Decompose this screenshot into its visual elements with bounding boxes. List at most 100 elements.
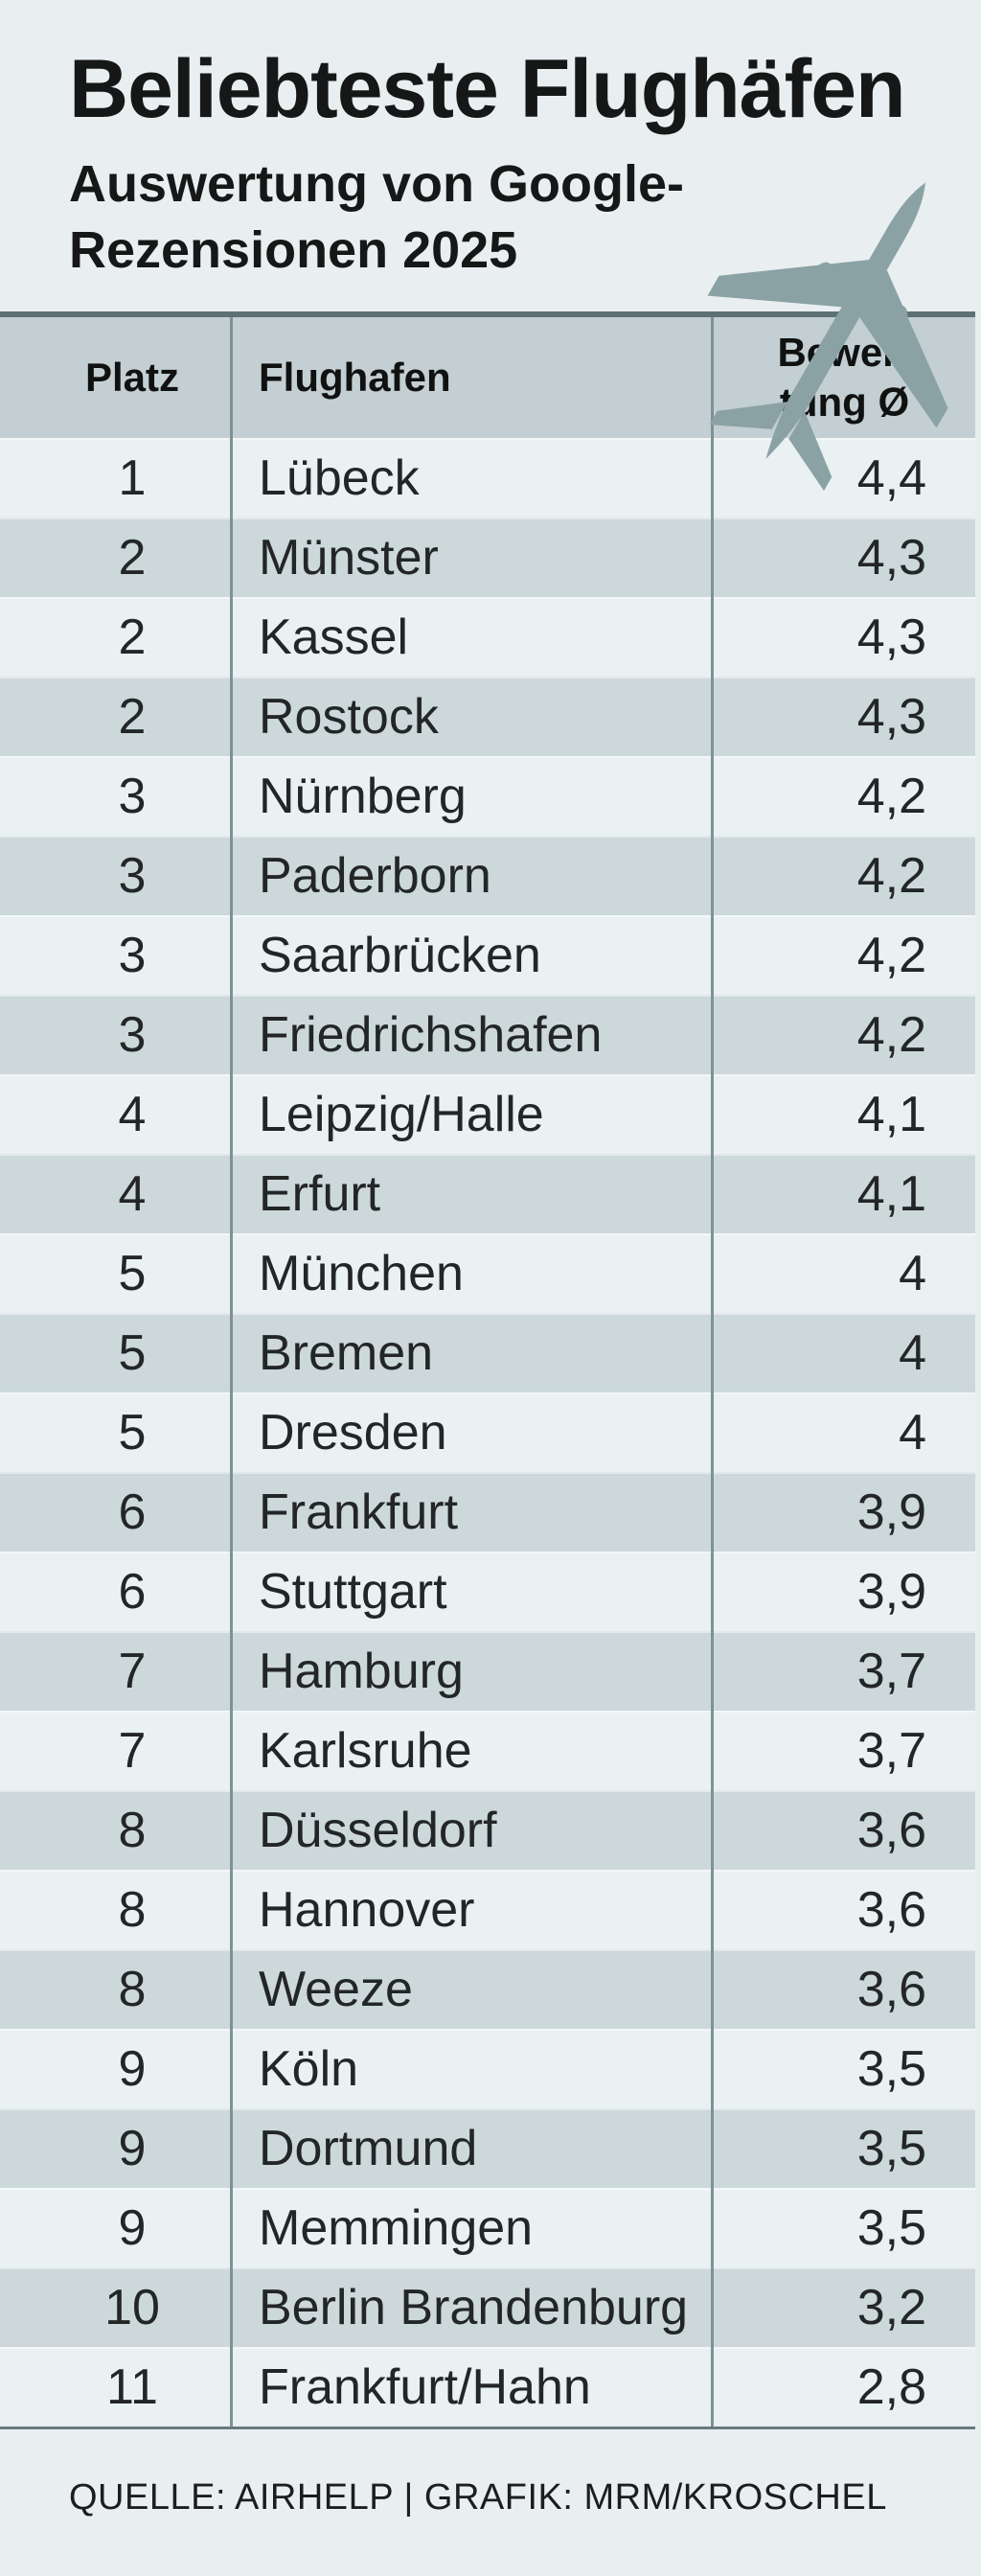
cell-platz: 6 (118, 1484, 147, 1540)
cell-flughafen: Weeze (230, 1949, 711, 2029)
table-row: 3 Paderborn 4,2 (0, 836, 975, 915)
cell-bewertung: 4,2 (711, 995, 975, 1074)
table-row: 8 Düsseldorf 3,6 (0, 1790, 975, 1870)
cell-platz: 2 (118, 529, 147, 586)
cell-platz: 1 (118, 449, 147, 506)
cell-bewertung: 3,7 (711, 1631, 975, 1711)
cell-flughafen: Frankfurt/Hahn (230, 2347, 711, 2426)
table-row: 10 Berlin Brandenburg 3,2 (0, 2267, 975, 2347)
cell-flughafen: Berlin Brandenburg (230, 2267, 711, 2347)
airplane-icon (640, 111, 981, 534)
cell-bewertung: 4,3 (711, 677, 975, 756)
cell-bewertung: 4,2 (711, 836, 975, 915)
cell-platz: 7 (118, 1722, 147, 1779)
cell-flughafen: Frankfurt (230, 1472, 711, 1552)
cell-platz: 8 (118, 1881, 147, 1938)
table-row: 3 Nürnberg 4,2 (0, 756, 975, 836)
table-row: 5 Bremen 4 (0, 1313, 975, 1392)
column-header-flughafen: Flughafen (230, 317, 711, 438)
table-row: 9 Dortmund 3,5 (0, 2108, 975, 2188)
cell-flughafen: Dortmund (230, 2108, 711, 2188)
cell-platz: 5 (118, 1324, 147, 1381)
table-row: 11 Frankfurt/Hahn 2,8 (0, 2347, 975, 2426)
cell-platz: 3 (118, 1006, 147, 1063)
subtitle-line-2: Rezensionen 2025 (69, 221, 518, 279)
table-row: 4 Leipzig/Halle 4,1 (0, 1074, 975, 1154)
cell-platz: 9 (118, 2040, 147, 2097)
table-row: 7 Karlsruhe 3,7 (0, 1711, 975, 1790)
cell-bewertung: 4 (711, 1313, 975, 1392)
cell-bewertung: 3,6 (711, 1790, 975, 1870)
cell-bewertung: 3,9 (711, 1472, 975, 1552)
cell-flughafen: Memmingen (230, 2188, 711, 2267)
cell-flughafen: Stuttgart (230, 1552, 711, 1631)
cell-platz: 2 (118, 688, 147, 745)
cell-platz: 5 (118, 1404, 147, 1460)
cell-flughafen: Düsseldorf (230, 1790, 711, 1870)
cell-bewertung: 3,5 (711, 2029, 975, 2108)
table-row: 9 Memmingen 3,5 (0, 2188, 975, 2267)
table-row: 5 Dresden 4 (0, 1392, 975, 1472)
airports-ranking-table: Platz Flughafen Bewer- tung Ø 1 Lübeck 4… (0, 317, 975, 2426)
page-subtitle: Auswertung von Google- Rezensionen 2025 (69, 151, 912, 284)
cell-flughafen: Erfurt (230, 1154, 711, 1233)
table-row: 2 Münster 4,3 (0, 518, 975, 597)
title-divider-rule (0, 311, 975, 317)
table-row: 6 Frankfurt 3,9 (0, 1472, 975, 1552)
table-body: 1 Lübeck 4,4 2 Münster 4,3 2 Kassel 4,3 … (0, 438, 975, 2426)
cell-flughafen: Saarbrücken (230, 915, 711, 995)
table-row: 9 Köln 3,5 (0, 2029, 975, 2108)
cell-flughafen: Leipzig/Halle (230, 1074, 711, 1154)
table-row: 7 Hamburg 3,7 (0, 1631, 975, 1711)
cell-platz: 11 (106, 2358, 158, 2415)
cell-bewertung: 4 (711, 1392, 975, 1472)
cell-bewertung: 3,5 (711, 2188, 975, 2267)
cell-bewertung: 4,3 (711, 518, 975, 597)
table-row: 4 Erfurt 4,1 (0, 1154, 975, 1233)
cell-flughafen: Rostock (230, 677, 711, 756)
table-row: 3 Saarbrücken 4,2 (0, 915, 975, 995)
table-row: 2 Rostock 4,3 (0, 677, 975, 756)
cell-flughafen: Nürnberg (230, 756, 711, 836)
cell-platz: 8 (118, 1961, 147, 2017)
cell-flughafen: Hamburg (230, 1631, 711, 1711)
cell-bewertung: 3,5 (711, 2108, 975, 2188)
cell-flughafen: Bremen (230, 1313, 711, 1392)
cell-platz: 6 (118, 1563, 147, 1620)
table-row: 2 Kassel 4,3 (0, 597, 975, 677)
cell-platz: 3 (118, 847, 147, 904)
cell-bewertung: 3,9 (711, 1552, 975, 1631)
cell-bewertung: 4,2 (711, 756, 975, 836)
cell-flughafen: Kassel (230, 597, 711, 677)
cell-flughafen: Paderborn (230, 836, 711, 915)
cell-bewertung: 3,2 (711, 2267, 975, 2347)
source-credit: QUELLE: AIRHELP | GRAFIK: MRM/KROSCHEL (69, 2477, 887, 2518)
cell-platz: 3 (118, 927, 147, 983)
cell-flughafen: Lübeck (230, 438, 711, 518)
cell-flughafen: Köln (230, 2029, 711, 2108)
masthead: Beliebteste Flughäfen Auswertung von Goo… (69, 48, 912, 284)
cell-platz: 4 (118, 1086, 147, 1142)
table-row: 8 Weeze 3,6 (0, 1949, 975, 2029)
cell-bewertung: 4,2 (711, 915, 975, 995)
cell-flughafen: Dresden (230, 1392, 711, 1472)
cell-bewertung: 4,3 (711, 597, 975, 677)
cell-bewertung: 4 (711, 1233, 975, 1313)
cell-platz: 10 (104, 2279, 160, 2335)
cell-bewertung: 4,1 (711, 1154, 975, 1233)
cell-flughafen: Karlsruhe (230, 1711, 711, 1790)
cell-platz: 3 (118, 768, 147, 824)
subtitle-line-1: Auswertung von Google- (69, 155, 684, 213)
cell-flughafen: Münster (230, 518, 711, 597)
cell-bewertung: 3,6 (711, 1870, 975, 1949)
cell-bewertung: 3,6 (711, 1949, 975, 2029)
cell-flughafen: München (230, 1233, 711, 1313)
table-row: 8 Hannover 3,6 (0, 1870, 975, 1949)
cell-bewertung: 2,8 (711, 2347, 975, 2426)
cell-platz: 2 (118, 609, 147, 665)
cell-platz: 9 (118, 2199, 147, 2256)
page-title: Beliebteste Flughäfen (69, 43, 906, 135)
column-header-platz: Platz (84, 355, 180, 400)
cell-bewertung: 4,4 (711, 438, 975, 518)
